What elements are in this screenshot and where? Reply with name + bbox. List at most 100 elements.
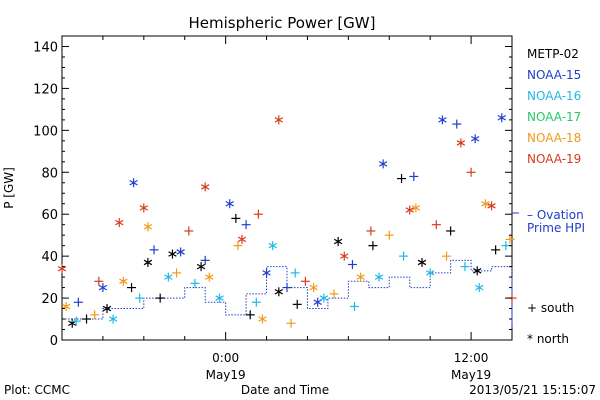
y-tick-label: 80 — [41, 166, 58, 181]
marker-stroke — [129, 179, 138, 186]
point-noaa-15 — [225, 199, 234, 209]
point-noaa-18 — [205, 272, 214, 282]
ovation-line — [62, 259, 513, 328]
marker-stroke — [215, 295, 224, 301]
point-metp-02 — [446, 226, 456, 236]
marker-stroke — [225, 200, 234, 207]
point-noaa-16 — [135, 293, 145, 303]
plot-area — [61, 35, 513, 341]
data-points — [57, 113, 517, 328]
y-tick-label: 40 — [41, 250, 58, 265]
point-metp-02 — [491, 245, 501, 255]
axes: 0204060801001201400:00May1912:00May190:0… — [33, 36, 513, 382]
point-metp-02 — [82, 314, 92, 324]
marker-stroke — [164, 274, 173, 280]
marker-stroke — [268, 242, 277, 249]
marker-stroke — [102, 305, 112, 312]
point-noaa-16 — [71, 316, 81, 326]
x-axis-title: Date and Time — [241, 383, 329, 397]
marker-stroke — [61, 303, 71, 310]
point-noaa-19 — [340, 251, 349, 261]
plot-frame — [61, 35, 513, 341]
marker-stroke — [119, 278, 128, 285]
point-noaa-15 — [241, 220, 251, 230]
marker-stroke — [411, 205, 421, 211]
marker-stroke — [340, 253, 349, 259]
marker-stroke — [258, 316, 267, 322]
point-noaa-19 — [200, 182, 210, 192]
point-noaa-15 — [497, 113, 506, 123]
point-noaa-19 — [253, 209, 263, 219]
point-noaa-16 — [425, 268, 435, 278]
point-metp-02 — [292, 299, 302, 309]
point-metp-02 — [168, 249, 177, 259]
marker-stroke — [425, 270, 435, 276]
x-tick-label: 12:00 — [454, 351, 489, 365]
point-noaa-19 — [184, 226, 194, 236]
y-axis-title: P [GW] — [2, 167, 16, 209]
y-tick-label: 0 — [50, 334, 58, 349]
x-tick-date-label: May19 — [206, 368, 246, 382]
legend-noaa-18: NOAA-18 — [527, 131, 581, 145]
ovation-series — [62, 259, 513, 328]
footer-timestamp: 2013/05/21 15:15:07 — [469, 383, 596, 397]
legend-noaa-15: NOAA-15 — [527, 68, 581, 82]
marker-stroke — [405, 207, 414, 213]
marker-stroke — [168, 251, 177, 257]
marker-stroke — [176, 249, 185, 255]
marker-stroke — [333, 238, 343, 245]
point-metp-02 — [102, 304, 112, 314]
marker-stroke — [68, 320, 77, 326]
point-noaa-15 — [438, 115, 447, 125]
point-metp-02 — [417, 257, 427, 267]
point-noaa-15 — [200, 255, 210, 265]
marker-stroke — [139, 205, 149, 211]
point-noaa-16 — [108, 314, 118, 324]
point-noaa-16 — [319, 293, 329, 303]
marker-stroke — [274, 117, 284, 123]
point-noaa-16 — [350, 301, 359, 311]
marker-stroke — [374, 274, 384, 280]
point-noaa-18 — [143, 222, 153, 232]
y-axis-label: P [GW] — [2, 167, 16, 209]
y-tick-label: 120 — [33, 82, 58, 97]
point-noaa-15 — [98, 283, 108, 293]
legend-south: + south — [527, 301, 574, 315]
point-noaa-19 — [94, 276, 104, 286]
marker-stroke — [200, 184, 210, 190]
x-tick-label: 0:00 — [212, 351, 239, 365]
marker-stroke — [487, 203, 496, 209]
point-noaa-19 — [139, 203, 149, 213]
point-noaa-15 — [409, 171, 419, 181]
point-noaa-18 — [411, 203, 421, 213]
point-noaa-19 — [431, 220, 441, 230]
legend-noaa-16: NOAA-16 — [527, 89, 581, 103]
point-metp-02 — [196, 262, 206, 272]
marker-stroke — [378, 161, 388, 167]
point-noaa-19 — [405, 205, 414, 215]
point-metp-02 — [143, 257, 153, 267]
marker-stroke — [456, 140, 466, 146]
point-metp-02 — [473, 266, 482, 276]
marker-stroke — [319, 295, 329, 301]
point-noaa-18 — [61, 301, 71, 311]
marker-stroke — [108, 316, 118, 322]
point-noaa-16 — [268, 241, 277, 251]
marker-stroke — [473, 268, 482, 274]
point-metp-02 — [155, 293, 165, 303]
point-noaa-18 — [442, 251, 452, 261]
point-noaa-19 — [274, 115, 284, 125]
point-noaa-19 — [487, 201, 496, 211]
point-noaa-15 — [149, 245, 159, 255]
marker-stroke — [143, 224, 153, 230]
marker-stroke — [98, 284, 108, 291]
point-noaa-18 — [505, 234, 515, 244]
point-noaa-16 — [374, 272, 384, 282]
point-noaa-18 — [258, 314, 267, 324]
point-noaa-15 — [176, 247, 185, 257]
x-tick-date-label: May19 — [451, 368, 491, 382]
point-noaa-18 — [481, 199, 490, 209]
marker-stroke — [274, 289, 284, 295]
legend-ovation: – Ovation — [527, 208, 584, 222]
point-metp-02 — [68, 318, 77, 328]
